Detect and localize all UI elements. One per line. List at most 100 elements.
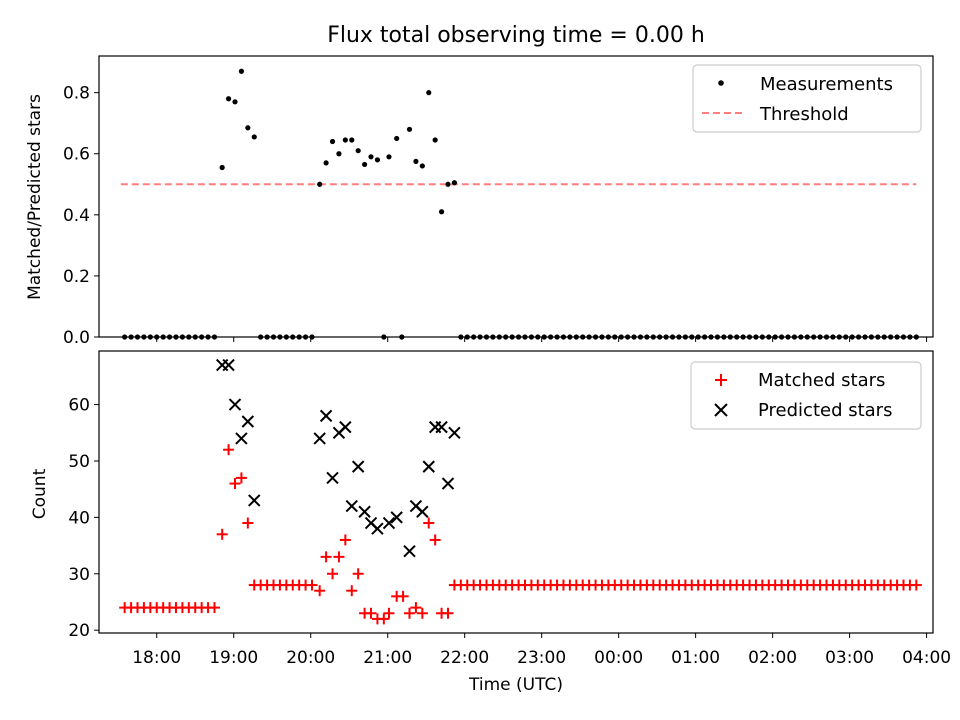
- measurement-point: [141, 334, 147, 340]
- measurement-point: [128, 334, 134, 340]
- measurement-point: [219, 164, 225, 171]
- cross-b: [339, 420, 352, 434]
- measurement-point: [580, 334, 586, 340]
- top-y-tick-label: 0.4: [63, 206, 90, 226]
- predicted-star-point: [222, 358, 235, 372]
- measurement-point: [361, 161, 368, 168]
- predicted-star-point: [326, 471, 339, 485]
- x-tick-label: 18:00: [132, 648, 181, 668]
- measurement-point: [477, 334, 483, 340]
- legend-measurements-marker: [718, 80, 724, 86]
- measurement-point: [714, 334, 721, 340]
- predicted-star-point: [435, 420, 448, 434]
- matched-star-point: [327, 568, 339, 580]
- cross-b: [326, 471, 339, 485]
- predicted-star-point: [358, 505, 371, 518]
- measurement-point: [122, 334, 128, 340]
- top-y-tick-label: 0.6: [63, 145, 90, 165]
- measurement-point: [811, 334, 817, 340]
- measurement-point: [419, 163, 425, 169]
- predicted-star-point: [241, 415, 255, 428]
- x-tick-label: 03:00: [825, 648, 874, 668]
- measurement-point: [192, 334, 198, 340]
- bottom-legend: Matched stars Predicted stars: [690, 361, 922, 430]
- measurement-point: [702, 334, 708, 340]
- measurement-point: [270, 334, 277, 340]
- cross-b: [222, 358, 235, 372]
- measurement-point: [166, 334, 173, 340]
- measurement-point: [625, 334, 631, 340]
- predicted-star-point: [371, 522, 384, 535]
- measurement-point: [650, 334, 656, 340]
- predicted-star-point: [416, 505, 429, 518]
- top-legend-box: [692, 64, 922, 133]
- measurement-point: [772, 334, 778, 340]
- measurement-point: [438, 209, 445, 215]
- measurement-point: [426, 90, 432, 96]
- x-tick-label: 02:00: [748, 648, 797, 668]
- measurement-point: [179, 334, 185, 340]
- cross-b: [358, 505, 371, 518]
- matched-star-point: [223, 444, 235, 456]
- matched-star-point: [910, 579, 922, 591]
- cross-b: [364, 516, 378, 530]
- cross-b: [371, 522, 384, 535]
- measurement-point: [817, 334, 823, 340]
- predicted-star-point: [339, 420, 352, 434]
- legend-predicted-label: Predicted stars: [758, 400, 892, 421]
- predicted-star-point: [403, 545, 416, 558]
- bottom-y-tick-label: 40: [68, 508, 90, 528]
- matched-star-point: [306, 579, 318, 591]
- x-tick-label: 19:00: [209, 648, 258, 668]
- measurement-point: [746, 334, 753, 340]
- measurement-point: [836, 334, 842, 340]
- matched-star-point: [346, 585, 358, 597]
- measurement-point: [374, 157, 381, 163]
- measurement-point: [612, 334, 618, 340]
- measurement-point: [147, 334, 153, 340]
- x-tick-label: 04:00: [902, 648, 951, 668]
- matched-star-point: [339, 534, 351, 546]
- cross-b: [319, 409, 333, 423]
- measurement-point: [355, 148, 361, 154]
- measurement-point: [592, 334, 599, 340]
- matched-star-point: [208, 602, 220, 614]
- matched-star-point: [242, 517, 254, 529]
- cross-b: [345, 499, 358, 513]
- measurement-point: [875, 334, 881, 340]
- cross-b: [351, 460, 365, 473]
- measurement-point: [843, 334, 849, 340]
- measurement-point: [238, 68, 245, 74]
- measurement-point: [205, 334, 211, 340]
- bottom-y-tick-label: 60: [68, 396, 90, 416]
- measurement-point: [631, 334, 637, 340]
- bottom-y-tick-label: 30: [68, 565, 90, 585]
- measurement-point: [676, 334, 682, 340]
- measurement-point: [586, 334, 592, 340]
- measurement-point: [900, 334, 907, 340]
- measurement-point: [734, 334, 740, 340]
- matched-star-point: [314, 585, 326, 597]
- measurement-point: [785, 334, 791, 340]
- cross-b: [382, 516, 396, 530]
- predicted-star-point: [313, 432, 326, 445]
- measurement-point: [689, 334, 695, 340]
- measurement-point: [548, 334, 554, 340]
- bottom-y-tick-label: 50: [68, 452, 90, 472]
- measurement-point: [329, 138, 336, 145]
- cross-b: [248, 494, 261, 507]
- predicted-star-point: [235, 432, 248, 445]
- measurement-point: [445, 181, 451, 187]
- measurement-point: [368, 154, 374, 160]
- measurement-point: [862, 334, 868, 340]
- measurement-point: [290, 334, 296, 340]
- cross-b: [235, 432, 248, 445]
- predicted-star-point: [422, 460, 435, 473]
- measurement-point: [471, 334, 477, 340]
- measurement-point: [258, 334, 264, 340]
- measurement-point: [560, 334, 567, 340]
- measurement-point: [309, 334, 315, 340]
- measurement-point: [336, 151, 342, 157]
- legend-measurements-label: Measurements: [760, 74, 893, 95]
